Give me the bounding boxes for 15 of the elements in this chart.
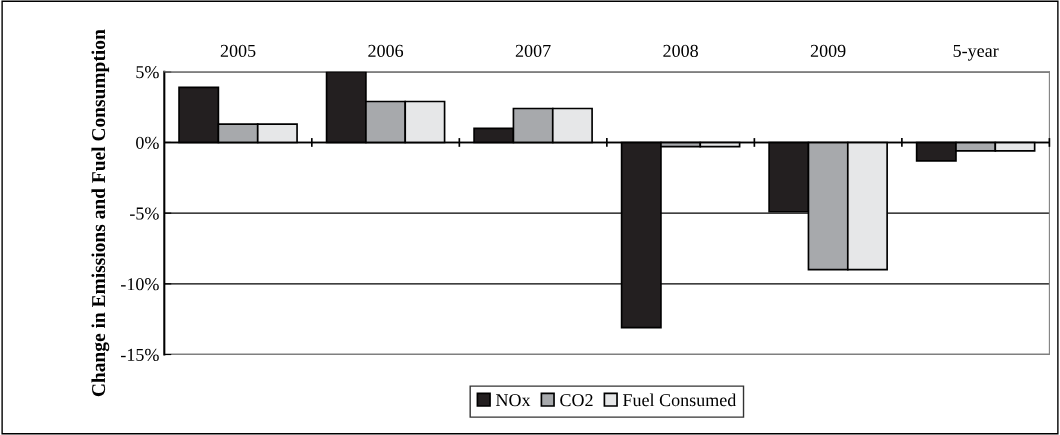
y-axis-title: Change in Emissions and Fuel Consumption — [91, 29, 110, 397]
x-tick-label: 5-year — [953, 44, 999, 61]
y-tick-label: 5% — [136, 66, 159, 79]
x-tick-label: 2005 — [220, 44, 256, 57]
legend-label: NOx — [495, 394, 531, 407]
legend-label: Fuel Consumed — [622, 393, 737, 407]
x-tick-label: 2007 — [515, 44, 551, 57]
y-tick-label: 0% — [136, 136, 159, 149]
x-tick-label: 2009 — [810, 44, 846, 57]
y-tick-label: -10% — [121, 278, 159, 291]
x-tick-label: 2008 — [663, 44, 698, 57]
x-tick-label: 2006 — [368, 44, 404, 57]
y-tick-label: -5% — [130, 207, 159, 220]
y-tick-label: -15% — [121, 348, 159, 362]
legend-label: CO2 — [560, 394, 593, 407]
